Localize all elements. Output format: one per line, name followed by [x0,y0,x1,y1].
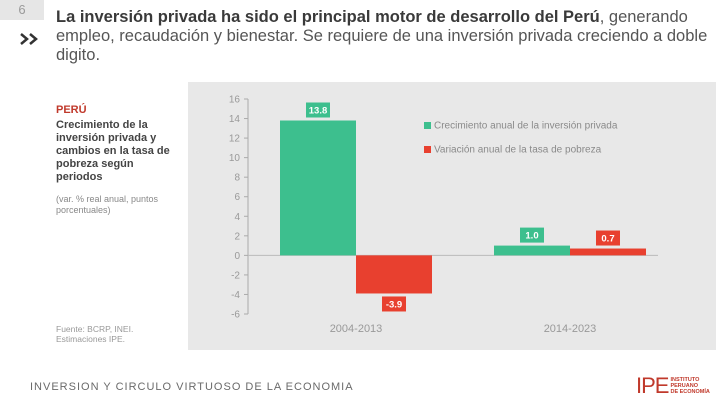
bar [280,120,356,256]
country-label: PERÚ [56,104,87,116]
headline-rest: , generando empleo, recaudación y bienes… [56,8,708,64]
headline: La inversión privada ha sido el principa… [56,8,716,65]
data-label: -3.9 [386,299,402,310]
units-note: (var. % real anual, puntos porcentuales) [56,194,159,215]
data-label: 1.0 [525,231,538,242]
legend-swatch [424,122,431,129]
y-tick-label: 0 [234,251,240,262]
y-tick-label: 6 [234,192,240,203]
logo-line-1: INSTITUTO [670,377,700,383]
chart-subtitle: Crecimiento de la inversión privada y ca… [56,119,170,183]
data-label: 13.8 [309,106,328,117]
y-tick-label: 10 [229,153,241,164]
bar [356,255,432,294]
logo-line-2: PERUANO [670,383,698,389]
bar [570,248,646,256]
headline-bold: La inversión privada ha sido el principa… [56,8,600,26]
source-note: Fuente: BCRP, INEI. Estimaciones IPE. [56,324,134,344]
ipe-logo: IPE INSTITUTO PERUANO DE ECONOMÍA [636,373,710,399]
data-label: 0.7 [601,234,614,245]
y-tick-label: -6 [231,310,240,321]
x-category-label: 2014-2023 [544,323,597,335]
page-number: 6 [0,0,44,20]
data-label-box [306,102,330,118]
bar-chart: 16 14 12 10 8 6 4 2 0 -2 -4 -6 13.8 -3.9 2004-2013 1.0 0… [229,95,658,335]
y-tick-label: 8 [234,173,240,184]
footer-title: INVERSION Y CIRCULO VIRTUOSO DE LA ECONO… [30,381,354,393]
logo-mark: IPE [636,373,669,398]
y-tick-label: 2 [234,231,240,242]
data-label-box [382,296,406,312]
logo-line-3: DE ECONOMÍA [670,389,710,395]
legend-label: Variación anual de la tasa de pobreza [434,145,602,156]
logo-text: INSTITUTO PERUANO DE ECONOMÍA [670,377,709,395]
x-category-label: 2004-2013 [330,323,383,335]
y-tick-label: 4 [234,212,240,223]
y-tick-label: -4 [231,290,240,301]
bar [494,245,570,256]
y-tick-label: 16 [229,95,241,106]
legend-label: Crecimiento anual de la inversión privad… [434,121,618,132]
double-chevron-icon [20,33,38,45]
y-tick-label: 12 [229,134,241,145]
data-label-box [596,230,620,246]
y-tick-label: 14 [229,114,241,125]
chart-panel: 16 14 12 10 8 6 4 2 0 -2 -4 -6 13.8 -3.9 2004-2013 1.0 0… [188,82,716,350]
y-tick-label: -2 [231,270,240,281]
legend-swatch [424,146,431,153]
chart-caption: PERÚ Crecimiento de la inversión privada… [56,104,180,216]
data-label-box [520,227,544,243]
